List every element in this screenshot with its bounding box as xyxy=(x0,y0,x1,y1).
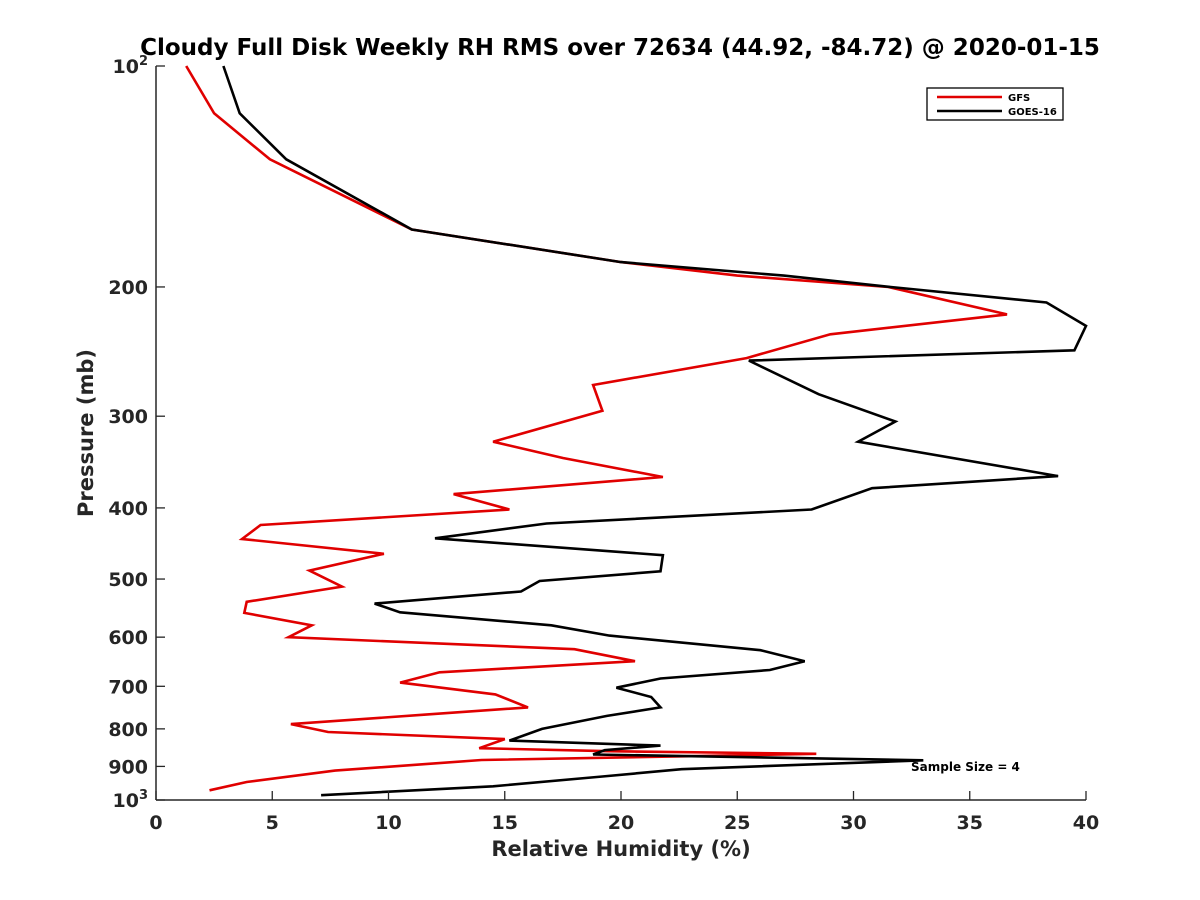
y-tick-label: 400 xyxy=(108,498,148,520)
y-tick-label: 700 xyxy=(108,676,148,698)
y-tick-label: 200 xyxy=(108,277,148,299)
y-tick-label: 102 xyxy=(113,54,149,78)
legend-label-goes-16: GOES-16 xyxy=(1008,107,1057,118)
legend: GFS GOES-16 xyxy=(926,87,1064,121)
y-axis-label: Pressure (mb) xyxy=(74,349,98,517)
chart-title: Cloudy Full Disk Weekly RH RMS over 7263… xyxy=(140,35,1100,61)
y-axis-ticks: 102 200 300 400 500 600 700 800 900 103 xyxy=(108,54,165,812)
x-tick-label: 25 xyxy=(724,812,750,834)
x-tick-label: 30 xyxy=(840,812,866,834)
y-tick-label: 600 xyxy=(108,627,148,649)
x-axis-ticks: 0 5 10 15 20 25 30 35 40 xyxy=(149,791,1099,834)
y-tick-label: 800 xyxy=(108,719,148,741)
legend-label-gfs: GFS xyxy=(1008,93,1030,104)
x-tick-label: 40 xyxy=(1073,812,1099,834)
x-tick-label: 0 xyxy=(149,812,162,834)
series-line-gfs xyxy=(185,65,1008,792)
y-tick-label: 300 xyxy=(108,406,148,428)
plot-lines xyxy=(185,65,1088,797)
legend-box xyxy=(926,87,1064,121)
series-line-goes-16 xyxy=(222,65,1088,797)
x-tick-label: 5 xyxy=(266,812,279,834)
y-tick-label: 500 xyxy=(108,569,148,591)
x-tick-label: 35 xyxy=(957,812,983,834)
y-tick-label: 900 xyxy=(108,756,148,778)
sample-size-annotation: Sample Size = 4 xyxy=(911,760,1020,774)
x-tick-label: 15 xyxy=(492,812,518,834)
y-tick-label: 103 xyxy=(113,788,149,812)
x-tick-label: 10 xyxy=(375,812,401,834)
x-tick-label: 20 xyxy=(608,812,634,834)
x-axis-label: Relative Humidity (%) xyxy=(491,837,750,861)
